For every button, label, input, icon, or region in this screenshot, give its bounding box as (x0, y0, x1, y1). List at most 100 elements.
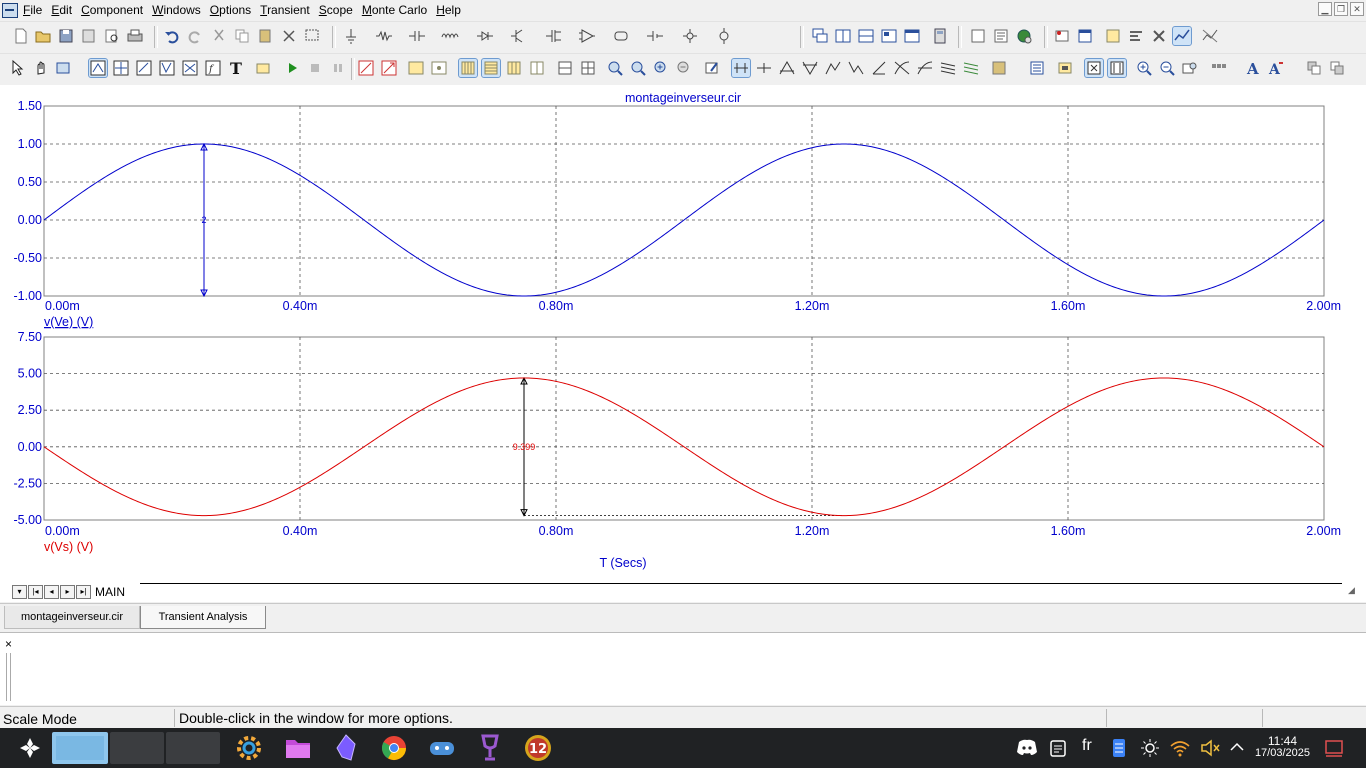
redo-icon[interactable] (186, 27, 204, 45)
keep-waveform-icon[interactable] (1056, 59, 1074, 77)
color-icon[interactable]: A (1267, 59, 1285, 77)
vertical-tag-icon[interactable] (181, 59, 199, 77)
badge-app-icon[interactable]: 12 (522, 732, 554, 764)
pause-icon[interactable] (329, 59, 347, 77)
taskbar-window-1[interactable] (52, 732, 108, 764)
file-explorer-icon[interactable] (282, 732, 314, 764)
component-panel-icon[interactable] (969, 27, 987, 45)
transient-plot[interactable]: montageinverseur.cir 1.50 1.00 0.50 0.00 -0.… (0, 85, 1366, 582)
sheet-tab-main[interactable]: MAIN (95, 585, 125, 599)
grid-mode-4-icon[interactable] (528, 59, 546, 77)
print-preview-icon[interactable] (103, 27, 121, 45)
restore-button[interactable]: ❐ (1334, 2, 1348, 16)
text-tool-icon[interactable]: T (227, 59, 245, 77)
peak-tag-icon[interactable] (731, 58, 751, 78)
cascade-windows-icon[interactable] (811, 27, 829, 45)
wifi-tray-icon[interactable] (1169, 738, 1191, 761)
brightness-tray-icon[interactable] (1140, 738, 1160, 761)
plot-properties-icon[interactable] (1028, 59, 1046, 77)
pan-view-icon[interactable] (1181, 59, 1199, 77)
analysis-setup-icon[interactable] (1053, 27, 1071, 45)
language-indicator[interactable]: fr (1082, 737, 1092, 754)
menu-transient[interactable]: Transient (260, 3, 310, 17)
upper-cursor[interactable]: 2 (200, 142, 208, 298)
menu-scope[interactable]: Scope (318, 3, 353, 17)
autoscale-icon[interactable] (357, 59, 375, 77)
inflection-icon[interactable] (893, 59, 911, 77)
delete-icon[interactable] (280, 27, 298, 45)
transistor-component-icon[interactable] (510, 27, 528, 45)
calculator-icon[interactable] (931, 27, 949, 45)
trace-v-ve[interactable] (43, 143, 1325, 297)
cursor-mode-icon[interactable] (112, 59, 130, 77)
clock[interactable]: 11:44 17/03/2025 (1255, 735, 1310, 759)
pan-mode-icon[interactable] (32, 59, 50, 77)
bottom-icon[interactable] (939, 59, 957, 77)
print-icon[interactable] (126, 27, 144, 45)
inductor-component-icon[interactable] (441, 27, 459, 45)
first-sheet-button[interactable]: |◂ (28, 585, 43, 599)
zoom-in-icon[interactable] (1135, 59, 1153, 77)
horizontal-tag-icon[interactable] (158, 59, 176, 77)
top-icon[interactable] (916, 59, 934, 77)
text-panel-icon[interactable] (992, 27, 1010, 45)
prev-sheet-button[interactable]: ◂ (44, 585, 59, 599)
resize-grip-icon[interactable]: ◢ (1348, 585, 1355, 595)
capacitor-component-icon[interactable] (408, 27, 426, 45)
select-all-icon[interactable] (303, 27, 321, 45)
lower-cursor[interactable]: 9.399 (513, 376, 844, 517)
maximize-window-icon[interactable] (903, 27, 921, 45)
ground-component-icon[interactable] (342, 27, 360, 45)
undo-icon[interactable] (163, 27, 181, 45)
font-icon[interactable]: A (1244, 59, 1262, 77)
graphics-icon[interactable] (254, 59, 272, 77)
show-hidden-icons-chevron-icon[interactable] (1228, 738, 1246, 759)
zoom-fit-icon[interactable] (606, 59, 624, 77)
zoom-out-scope-icon[interactable] (675, 59, 693, 77)
cursor-tracking-icon[interactable] (962, 59, 980, 77)
taskbar-window-2[interactable] (110, 732, 164, 764)
stop-icon[interactable] (306, 59, 324, 77)
paste-icon[interactable] (256, 27, 274, 45)
obsidian-icon[interactable] (330, 732, 362, 764)
taskbar-window-3[interactable] (166, 732, 220, 764)
valley-tag-icon[interactable] (755, 59, 773, 77)
wine-glass-icon[interactable] (474, 732, 506, 764)
settings-gear-icon[interactable] (233, 732, 265, 764)
grid-mode-2-icon[interactable] (481, 58, 501, 78)
slope-icon[interactable] (870, 59, 888, 77)
menu-file[interactable]: File (23, 3, 43, 17)
save-all-icon[interactable] (80, 27, 98, 45)
start-icon[interactable] (14, 732, 46, 764)
horizontal-axis-icon[interactable] (556, 59, 574, 77)
tools-icon[interactable] (1150, 27, 1168, 45)
zoom-window-icon[interactable] (629, 59, 647, 77)
properties-scope-icon[interactable] (703, 59, 721, 77)
scale-mode-icon[interactable] (88, 58, 108, 78)
properties-icon[interactable] (1076, 27, 1094, 45)
run-icon[interactable] (283, 59, 301, 77)
new-file-icon[interactable] (12, 27, 30, 45)
cut-icon[interactable] (210, 27, 228, 45)
copy-icon[interactable] (233, 27, 251, 45)
same-y-scales-icon[interactable] (1084, 58, 1104, 78)
battery-component-icon[interactable] (646, 27, 664, 45)
game-controller-icon[interactable] (426, 732, 458, 764)
open-folder-icon[interactable] (34, 27, 52, 45)
macro-component-icon[interactable] (612, 27, 630, 45)
minimize-button[interactable]: ▁ (1318, 2, 1332, 16)
select-mode-icon[interactable] (8, 59, 26, 77)
restore-limits-icon[interactable] (380, 59, 398, 77)
lower-y-label[interactable]: v(Vs) (V) (44, 540, 93, 554)
limits-icon[interactable] (1104, 27, 1122, 45)
menu-edit[interactable]: Edit (51, 3, 73, 17)
tab-transient-analysis[interactable]: Transient Analysis (140, 606, 266, 629)
view-data-points-icon[interactable] (407, 59, 425, 77)
grid-mode-3-icon[interactable] (505, 59, 523, 77)
view-tokens-icon[interactable] (430, 59, 448, 77)
opamp-component-icon[interactable] (578, 27, 596, 45)
bring-front-icon[interactable] (1305, 59, 1323, 77)
scope-options-icon[interactable] (55, 59, 73, 77)
notification-icon[interactable] (1324, 738, 1344, 761)
close-pane-icon[interactable]: × (5, 637, 13, 651)
